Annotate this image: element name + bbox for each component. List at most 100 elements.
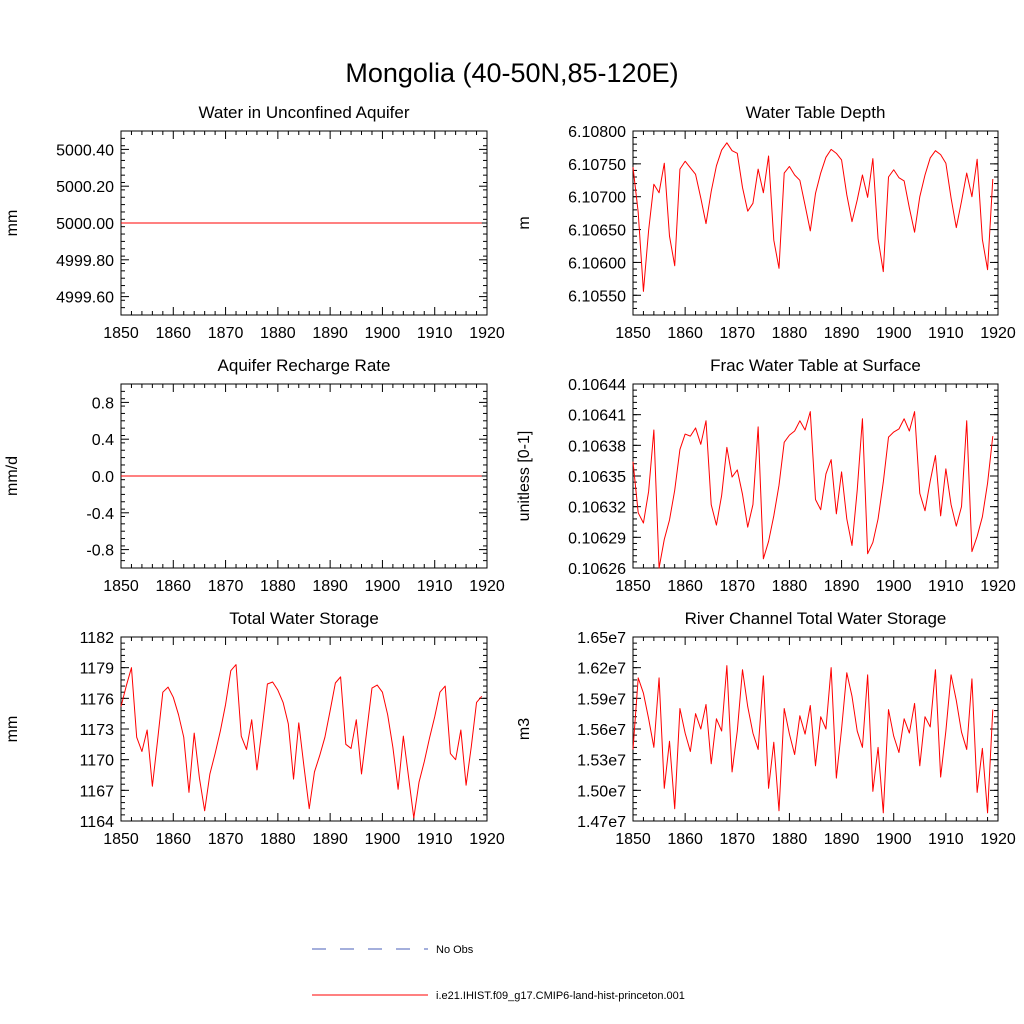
chart-1-ytick-label: 4999.80 — [56, 253, 114, 270]
chart-5-ytick-label: 1182 — [80, 630, 115, 647]
chart-3-ytick-label: 0.8 — [92, 395, 114, 412]
chart-5-ytick-label: 1176 — [80, 691, 115, 708]
chart-1: Water in Unconfined Aquifer mm 1850 1860 187… — [4, 103, 505, 342]
chart-3-xtick-label: 1850 — [103, 578, 139, 595]
chart-4-xtick-label: 1880 — [772, 578, 808, 595]
chart-2-xtick-label: 1880 — [772, 325, 808, 342]
chart-1-ytick-label: 4999.60 — [56, 290, 114, 307]
chart-5: Total Water Storage mm 1850 1860 1870 1880 189… — [4, 609, 505, 848]
chart-1-ytick-label: 5000.40 — [56, 142, 114, 159]
chart-2-xtick-label: 1910 — [928, 325, 964, 342]
chart-5-series-line — [120, 664, 483, 819]
chart-5-ytick-label: 1167 — [80, 783, 115, 800]
chart-4-xtick-label: 1860 — [667, 578, 703, 595]
chart-6-ytick-label: 1.62e7 — [577, 661, 626, 678]
chart-6-ytick-label: 1.65e7 — [577, 630, 626, 647]
chart-4: Frac Water Table at Surface unitless [0-1… — [516, 356, 1016, 595]
chart-5-xtick-label: 1880 — [260, 831, 296, 848]
chart-2-xtick-label: 1850 — [615, 325, 651, 342]
chart-3-xtick-label: 1910 — [417, 578, 453, 595]
chart-5-ylabel: mm — [4, 716, 21, 743]
chart-2: Water Table Depth m 1850 1860 1870 1880 1890 19… — [516, 103, 1016, 342]
chart-3-xtick-label: 1860 — [155, 578, 191, 595]
chart-5-title: Total Water Storage — [229, 609, 379, 628]
chart-6-ytick-label: 1.50e7 — [577, 783, 626, 800]
chart-2-ylabel: m — [516, 216, 533, 229]
chart-4-xtick-label: 1910 — [928, 578, 964, 595]
chart-4-ylabel: unitless [0-1] — [516, 431, 533, 522]
chart-4-series-line — [632, 411, 994, 569]
chart-5-ytick-label: 1164 — [80, 814, 115, 831]
chart-4-ytick-label: 0.10638 — [568, 438, 626, 455]
chart-3-xtick-label: 1900 — [365, 578, 401, 595]
chart-2-title: Water Table Depth — [746, 103, 886, 122]
chart-5-xtick-label: 1890 — [312, 831, 348, 848]
legend-label-model: i.e21.IHIST.f09_g17.CMIP6-land-hist-prin… — [436, 990, 685, 1002]
chart-6-xtick-label: 1880 — [772, 831, 808, 848]
chart-1-title: Water in Unconfined Aquifer — [198, 103, 409, 122]
chart-2-ytick-label: 6.10750 — [568, 157, 626, 174]
chart-6-xtick-label: 1860 — [667, 831, 703, 848]
chart-5-xtick-label: 1860 — [155, 831, 191, 848]
chart-3-ytick-label: 0.4 — [92, 432, 114, 449]
chart-4-xtick-label: 1920 — [980, 578, 1016, 595]
chart-1-xtick-label: 1850 — [103, 325, 139, 342]
chart-4-title: Frac Water Table at Surface — [710, 356, 921, 375]
chart-1-xtick-label: 1870 — [208, 325, 244, 342]
chart-6-xtick-label: 1850 — [615, 831, 651, 848]
chart-1-ytick-label: 5000.00 — [56, 216, 114, 233]
chart-6-xtick-label: 1870 — [719, 831, 755, 848]
chart-5-xtick-label: 1870 — [208, 831, 244, 848]
legend: No Obs i.e21.IHIST.f09_g17.CMIP6-land-hi… — [312, 944, 685, 1002]
chart-1-xtick-label: 1910 — [417, 325, 453, 342]
chart-4-xtick-label: 1870 — [719, 578, 755, 595]
chart-5-xtick-label: 1850 — [103, 831, 139, 848]
chart-4-ytick-label: 0.10641 — [568, 408, 626, 425]
chart-3-xtick-label: 1890 — [312, 578, 348, 595]
chart-5-xtick-label: 1900 — [365, 831, 401, 848]
panels: Water in Unconfined Aquifer mm 1850 1860 187… — [4, 103, 1016, 848]
chart-3-xtick-label: 1870 — [208, 578, 244, 595]
chart-2-ytick-label: 6.10600 — [568, 255, 626, 272]
chart-6-xtick-label: 1890 — [824, 831, 860, 848]
chart-6-xtick-label: 1910 — [928, 831, 964, 848]
chart-3-xtick-label: 1920 — [469, 578, 505, 595]
chart-1-xtick-label: 1880 — [260, 325, 296, 342]
chart-3: Aquifer Recharge Rate mm/d 1850 1860 1870 188… — [4, 356, 505, 595]
chart-4-xtick-label: 1900 — [876, 578, 912, 595]
chart-6-ytick-label: 1.59e7 — [577, 691, 626, 708]
chart-2-xtick-label: 1870 — [719, 325, 755, 342]
chart-1-ylabel: mm — [4, 210, 21, 237]
chart-3-ytick-label: 0.0 — [92, 469, 114, 486]
chart-6-xtick-label: 1900 — [876, 831, 912, 848]
chart-6-title: River Channel Total Water Storage — [685, 609, 947, 628]
chart-2-ytick-label: 6.10650 — [568, 223, 626, 240]
chart-2-xtick-label: 1920 — [980, 325, 1016, 342]
chart-4-xtick-label: 1890 — [824, 578, 860, 595]
chart-4-ytick-label: 0.10635 — [568, 469, 626, 486]
chart-2-xtick-label: 1890 — [824, 325, 860, 342]
chart-2-ytick-label: 6.10550 — [568, 288, 626, 305]
legend-label-no-obs: No Obs — [436, 944, 474, 956]
chart-6-ytick-label: 1.53e7 — [577, 753, 626, 770]
chart-6-ytick-label: 1.56e7 — [577, 722, 626, 739]
chart-2-xtick-label: 1860 — [667, 325, 703, 342]
chart-3-xtick-label: 1880 — [260, 578, 296, 595]
chart-2-ytick-label: 6.10700 — [568, 190, 626, 207]
chart-4-ytick-label: 0.10629 — [568, 530, 626, 547]
chart-6-ytick-label: 1.47e7 — [577, 814, 626, 831]
chart-2-ytick-label: 6.10800 — [568, 124, 626, 141]
chart-2-xtick-label: 1900 — [876, 325, 912, 342]
chart-3-ytick-label: -0.8 — [86, 543, 114, 560]
chart-1-xtick-label: 1890 — [312, 325, 348, 342]
chart-3-title: Aquifer Recharge Rate — [218, 356, 391, 375]
chart-6-ylabel: m3 — [516, 718, 533, 740]
chart-2-series-line — [632, 142, 994, 292]
chart-4-ytick-label: 0.10632 — [568, 500, 626, 517]
chart-5-xtick-label: 1920 — [469, 831, 505, 848]
chart-1-xtick-label: 1920 — [469, 325, 505, 342]
chart-5-xtick-label: 1910 — [417, 831, 453, 848]
chart-1-ytick-label: 5000.20 — [56, 179, 114, 196]
